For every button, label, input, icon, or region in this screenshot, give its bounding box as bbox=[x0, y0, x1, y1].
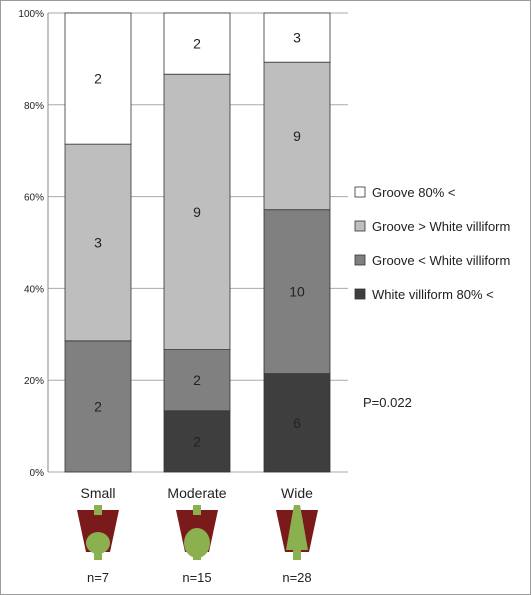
stem-shape bbox=[94, 551, 102, 560]
category-icons bbox=[77, 505, 318, 560]
bar-segment bbox=[64, 340, 132, 473]
sample-size-label: n=7 bbox=[87, 570, 109, 585]
legend-label: Groove < White villiform bbox=[372, 253, 510, 268]
legend: Groove 80% < Groove > White villiform Groo… bbox=[354, 185, 510, 302]
bar-segment bbox=[163, 410, 231, 473]
bar-segment bbox=[163, 349, 231, 412]
groove-shape bbox=[184, 528, 210, 558]
legend-swatch bbox=[354, 220, 366, 232]
y-tick-label: 40% bbox=[24, 284, 44, 295]
segment-value-label: 6 bbox=[293, 415, 301, 431]
y-tick-label: 20% bbox=[24, 376, 44, 387]
category-label: Wide bbox=[281, 485, 313, 501]
bar-segment bbox=[64, 12, 132, 145]
wide-papilla-icon bbox=[276, 505, 318, 560]
segment-value-label: 10 bbox=[289, 284, 305, 300]
category-labels: Small Moderate Wide bbox=[80, 485, 313, 501]
legend-label: White villiform 80% < bbox=[372, 287, 494, 302]
category-label: Moderate bbox=[167, 485, 226, 501]
y-tick-label: 100% bbox=[18, 9, 44, 20]
segment-value-label: 9 bbox=[193, 204, 201, 220]
legend-label: Groove > White villiform bbox=[372, 219, 510, 234]
bar-segment bbox=[263, 209, 331, 375]
bar-segment bbox=[263, 12, 331, 63]
y-tick-label: 60% bbox=[24, 193, 44, 204]
segment-value-label: 9 bbox=[293, 128, 301, 144]
groove-shape bbox=[86, 532, 110, 554]
legend-swatch bbox=[354, 254, 366, 266]
stem-shape bbox=[193, 551, 201, 560]
bar-segment bbox=[64, 143, 132, 342]
segment-value-label: 2 bbox=[193, 372, 201, 388]
segment-value-label: 3 bbox=[94, 235, 102, 251]
segment-value-label: 2 bbox=[94, 71, 102, 87]
y-tick-label: 0% bbox=[30, 468, 45, 479]
y-tick-label: 80% bbox=[24, 101, 44, 112]
stem-shape bbox=[94, 505, 102, 515]
legend-swatch bbox=[354, 186, 366, 198]
p-value-annotation: P=0.022 bbox=[363, 395, 412, 410]
bar-segment bbox=[163, 73, 231, 350]
legend-swatch bbox=[354, 288, 366, 300]
segment-value-label: 2 bbox=[94, 398, 102, 414]
bar-segment bbox=[163, 12, 231, 75]
category-label: Small bbox=[80, 485, 115, 501]
sample-size-labels: n=7 n=15 n=28 bbox=[87, 570, 312, 585]
groove-shape bbox=[286, 505, 308, 550]
sample-size-label: n=15 bbox=[182, 570, 211, 585]
segment-value-label: 2 bbox=[193, 36, 201, 52]
small-papilla-icon bbox=[77, 505, 119, 560]
bars: 2 3 2 2 2 9 2 6 10 9 3 bbox=[64, 12, 331, 473]
segment-value-label: 2 bbox=[193, 433, 201, 449]
moderate-papilla-icon bbox=[176, 505, 218, 560]
y-axis: 0% 20% 40% 60% 80% 100% bbox=[18, 9, 49, 479]
stem-shape bbox=[193, 505, 201, 515]
bar-segment bbox=[263, 373, 331, 473]
legend-label: Groove 80% < bbox=[372, 185, 455, 200]
bar-segment bbox=[263, 61, 331, 211]
stem-shape bbox=[293, 548, 301, 560]
segment-value-label: 3 bbox=[293, 30, 301, 46]
sample-size-label: n=28 bbox=[282, 570, 311, 585]
